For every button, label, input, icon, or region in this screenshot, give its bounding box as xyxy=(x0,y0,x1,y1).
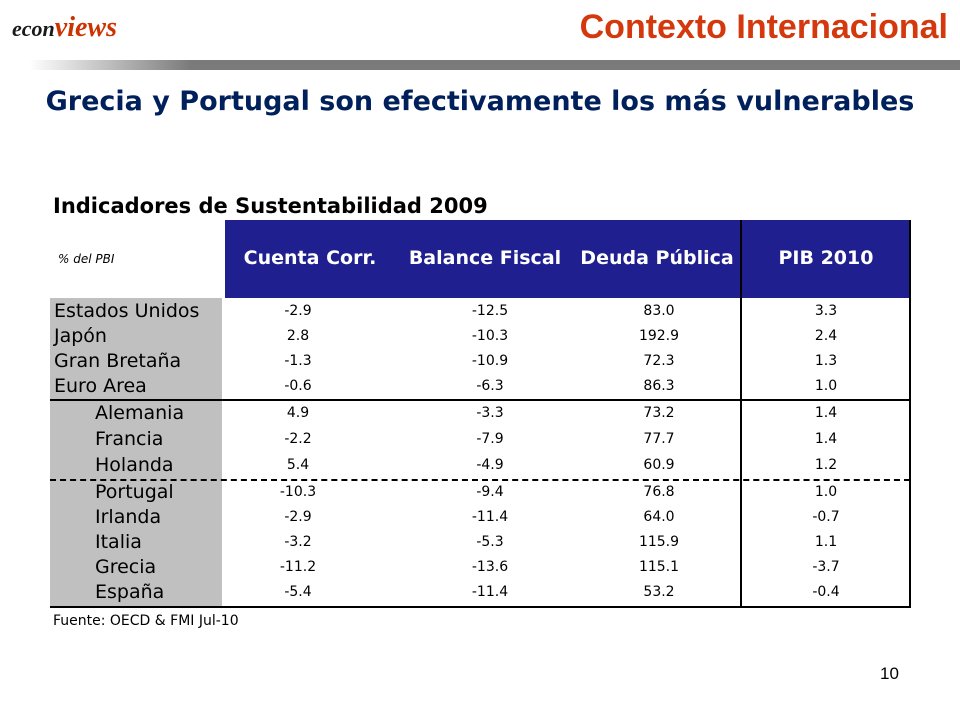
value-cuenta-corr: -2.9 xyxy=(284,509,312,525)
value-pib-2010: 1.3 xyxy=(814,353,838,369)
value-pib-2010: 1.4 xyxy=(814,431,838,447)
value-pib-2010: -0.7 xyxy=(812,509,840,525)
table-row: Italia -3.2 -5.3 115.9 1.1 xyxy=(50,529,910,555)
value-cuenta-corr: 2.8 xyxy=(286,328,310,344)
econviews-logo: econviews xyxy=(12,12,117,44)
value-balance-fiscal: -3.3 xyxy=(476,405,504,421)
table-row: Irlanda -2.9 -11.4 64.0 -0.7 xyxy=(50,504,910,530)
euro-area-separator xyxy=(50,399,910,401)
table-title: Indicadores de Sustentabilidad 2009 xyxy=(53,194,488,218)
header-divider xyxy=(0,60,960,70)
column-header-cuenta-corr: Cuenta Corr. xyxy=(243,247,377,269)
slide-title: Grecia y Portugal son efectivamente los … xyxy=(45,86,915,117)
table-row: Francia -2.2 -7.9 77.7 1.4 xyxy=(50,426,910,452)
table-row: Portugal -10.3 -9.4 76.8 1.0 xyxy=(50,479,910,505)
country-label: Italia xyxy=(95,531,142,553)
value-deuda-publica: 115.1 xyxy=(638,559,680,575)
value-cuenta-corr: -2.2 xyxy=(284,431,312,447)
source-note: Fuente: OECD & FMI Jul-10 xyxy=(53,613,239,629)
value-balance-fiscal: -5.3 xyxy=(476,534,504,550)
value-balance-fiscal: -10.9 xyxy=(471,353,509,369)
value-cuenta-corr: -5.4 xyxy=(284,584,312,600)
value-balance-fiscal: -11.4 xyxy=(471,509,509,525)
table-row: Euro Area -0.6 -6.3 86.3 1.0 xyxy=(50,373,910,399)
value-deuda-publica: 86.3 xyxy=(643,378,675,394)
value-balance-fiscal: -7.9 xyxy=(476,431,504,447)
country-label: Euro Area xyxy=(54,375,147,397)
value-pib-2010: 3.3 xyxy=(814,303,838,319)
value-deuda-publica: 192.9 xyxy=(638,328,680,344)
logo-prefix: econ xyxy=(12,16,55,41)
country-label: Grecia xyxy=(95,556,157,578)
value-cuenta-corr: -10.3 xyxy=(279,484,317,500)
page-number: 10 xyxy=(880,664,899,683)
value-cuenta-corr: 5.4 xyxy=(286,457,310,473)
logo-suffix: views xyxy=(54,12,117,43)
value-cuenta-corr: -1.3 xyxy=(284,353,312,369)
value-pib-2010: 1.4 xyxy=(814,405,838,421)
table-row: Estados Unidos -2.9 -12.5 83.0 3.3 xyxy=(50,298,910,324)
country-label-column xyxy=(50,298,222,606)
value-balance-fiscal: -13.6 xyxy=(471,559,509,575)
value-cuenta-corr: -2.9 xyxy=(284,303,312,319)
section-title: Contexto Internacional xyxy=(579,8,948,46)
country-label: Gran Bretaña xyxy=(54,350,182,372)
value-pib-2010: 1.0 xyxy=(814,484,838,500)
table-row: Alemania 4.9 -3.3 73.2 1.4 xyxy=(50,400,910,426)
value-cuenta-corr: 4.9 xyxy=(286,405,310,421)
column-header-balance-fiscal: Balance Fiscal xyxy=(408,247,562,269)
value-pib-2010: 1.1 xyxy=(814,534,838,550)
value-pib-2010: 1.0 xyxy=(814,378,838,394)
value-balance-fiscal: -12.5 xyxy=(471,303,509,319)
value-balance-fiscal: -4.9 xyxy=(476,457,504,473)
table-row: Grecia -11.2 -13.6 115.1 -3.7 xyxy=(50,554,910,580)
table-bottom-rule xyxy=(50,606,910,608)
pib-column-divider xyxy=(740,220,742,608)
periphery-separator xyxy=(50,479,910,481)
value-balance-fiscal: -11.4 xyxy=(471,584,509,600)
value-deuda-publica: 115.9 xyxy=(638,534,680,550)
table-row: Gran Bretaña -1.3 -10.9 72.3 1.3 xyxy=(50,348,910,374)
value-deuda-publica: 53.2 xyxy=(643,584,675,600)
value-deuda-publica: 64.0 xyxy=(643,509,675,525)
table-row: Japón 2.8 -10.3 192.9 2.4 xyxy=(50,323,910,349)
value-cuenta-corr: -11.2 xyxy=(279,559,317,575)
country-label: Irlanda xyxy=(95,506,162,528)
value-deuda-publica: 77.7 xyxy=(643,431,675,447)
country-label: Estados Unidos xyxy=(54,300,200,322)
country-label: Holanda xyxy=(95,454,174,476)
value-cuenta-corr: -0.6 xyxy=(284,378,312,394)
country-label: Francia xyxy=(95,428,164,450)
country-label: Japón xyxy=(54,325,107,347)
table-header-bar xyxy=(225,220,910,298)
value-deuda-publica: 76.8 xyxy=(643,484,675,500)
value-deuda-publica: 72.3 xyxy=(643,353,675,369)
value-deuda-publica: 60.9 xyxy=(643,457,675,473)
table-right-border xyxy=(909,220,911,608)
unit-label: % del PBI xyxy=(58,252,115,266)
country-label: Portugal xyxy=(95,481,174,503)
value-pib-2010: -3.7 xyxy=(812,559,840,575)
table-row: Holanda 5.4 -4.9 60.9 1.2 xyxy=(50,452,910,478)
value-balance-fiscal: -6.3 xyxy=(476,378,504,394)
table-row: España -5.4 -11.4 53.2 -0.4 xyxy=(50,579,910,605)
value-balance-fiscal: -9.4 xyxy=(476,484,504,500)
value-pib-2010: 2.4 xyxy=(814,328,838,344)
value-balance-fiscal: -10.3 xyxy=(471,328,509,344)
country-label: España xyxy=(95,581,165,603)
column-header-deuda-publica: Deuda Pública xyxy=(580,247,734,269)
value-deuda-publica: 73.2 xyxy=(643,405,675,421)
value-deuda-publica: 83.0 xyxy=(643,303,675,319)
value-pib-2010: 1.2 xyxy=(814,457,838,473)
country-label: Alemania xyxy=(95,402,185,424)
value-cuenta-corr: -3.2 xyxy=(284,534,312,550)
value-pib-2010: -0.4 xyxy=(812,584,840,600)
column-header-pib-2010: PIB 2010 xyxy=(778,247,874,269)
